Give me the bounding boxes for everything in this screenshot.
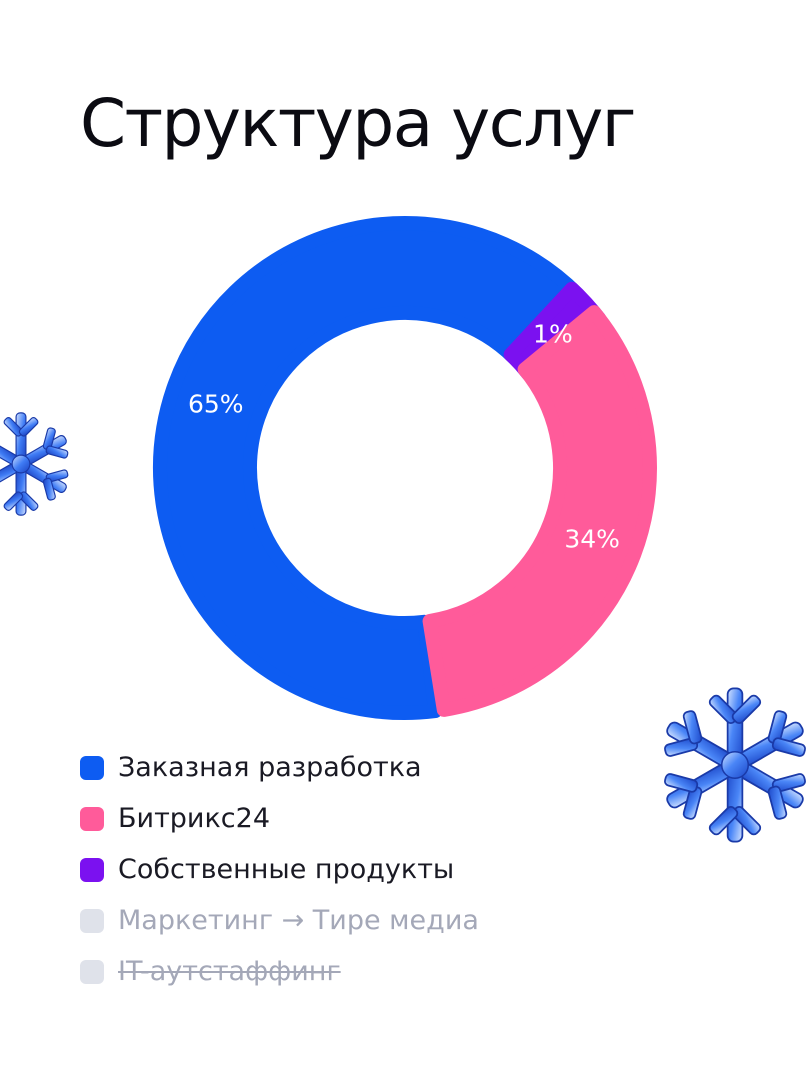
snowflake-icon [0,412,69,516]
legend-item: IT-аутстаффинг [80,946,479,997]
legend-swatch [80,959,104,984]
legend-swatch [80,755,104,780]
donut-chart: 65% 1% 34% [153,216,657,720]
donut-slice [422,305,657,717]
legend-swatch [80,806,104,831]
donut-slice [153,216,585,720]
slice-value-label: 34% [564,525,620,554]
legend-label: IT-аутстаффинг [118,956,341,987]
chart-legend: Заказная разработка Битрикс24 Собственные … [80,742,479,997]
legend-item: Заказная разработка [80,742,479,793]
legend-item: Собственные продукты [80,844,479,895]
legend-item: Маркетинг → Тире медиа [80,895,479,946]
legend-swatch [80,857,104,882]
legend-label: Заказная разработка [118,752,422,783]
page-title: Структура услуг [80,85,636,162]
legend-label: Битрикс24 [118,803,270,834]
legend-swatch [80,908,104,933]
slice-value-label: 65% [188,389,244,418]
snowflake-icon [664,687,806,843]
legend-item: Битрикс24 [80,793,479,844]
slice-value-label: 1% [533,319,573,348]
legend-label: Собственные продукты [118,854,455,885]
legend-label: Маркетинг → Тире медиа [118,905,479,936]
